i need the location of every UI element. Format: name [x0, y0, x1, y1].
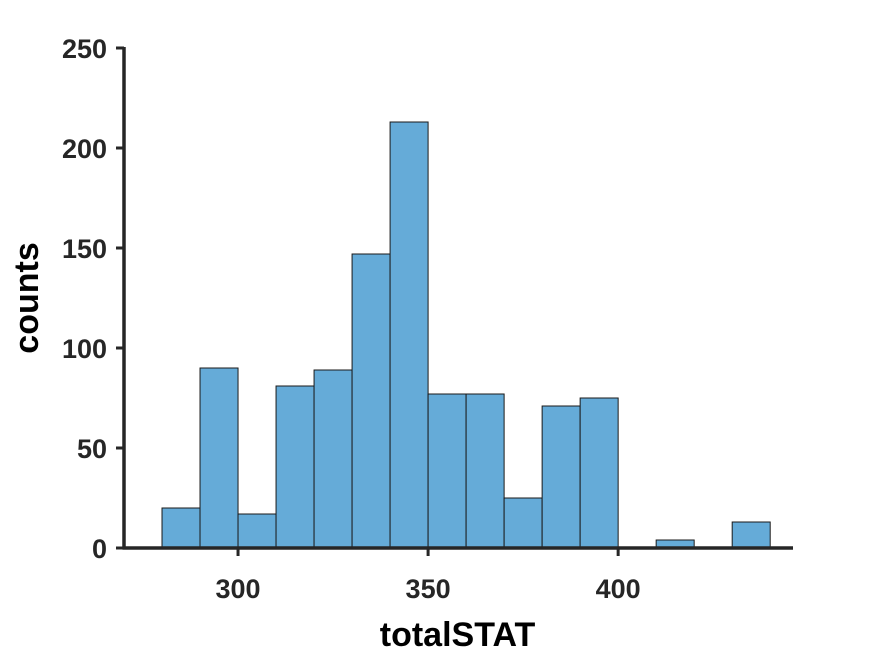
x-axis-title: totalSTAT	[380, 616, 536, 654]
histogram-bar	[237, 513, 277, 549]
y-tick-label: 250	[62, 34, 107, 64]
y-tick-label: 100	[62, 334, 107, 364]
histogram-bar	[161, 507, 201, 549]
histogram-bar	[351, 253, 391, 549]
y-tick-label: 150	[62, 234, 107, 264]
x-tick-label: 400	[596, 574, 641, 604]
x-tick-label: 300	[216, 574, 261, 604]
histogram-bar	[389, 121, 429, 549]
y-tick-label: 200	[62, 134, 107, 164]
histogram-bar	[199, 367, 239, 549]
x-tick-label: 350	[406, 574, 451, 604]
y-axis-ticks: 0 50 100 150 200 250	[62, 34, 124, 564]
histogram-bar	[541, 405, 581, 549]
histogram-bar	[579, 397, 619, 549]
y-tick-label: 0	[92, 534, 107, 564]
histogram-bar	[275, 385, 315, 549]
histogram-bar	[313, 369, 353, 549]
x-axis-ticks: 300 350 400	[216, 548, 641, 604]
histogram-bar	[465, 393, 505, 549]
histogram-bar	[503, 497, 543, 549]
histogram-bar	[731, 521, 771, 549]
y-axis-title: counts	[8, 242, 46, 353]
bars-group	[161, 121, 771, 549]
y-tick-label: 50	[77, 434, 107, 464]
histogram-bar	[427, 393, 467, 549]
